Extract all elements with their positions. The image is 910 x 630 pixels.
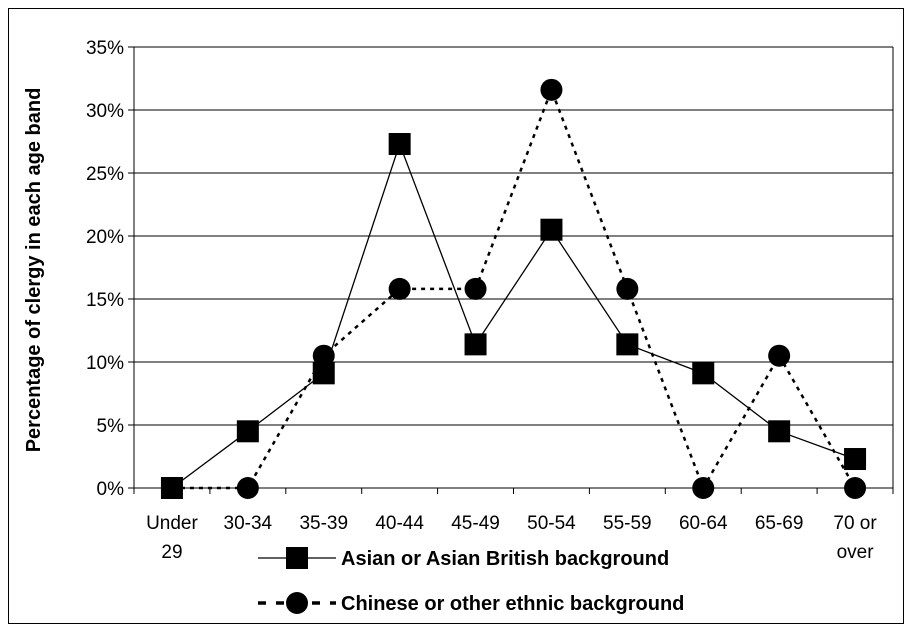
series-layer	[160, 78, 867, 499]
chart-frame	[8, 8, 904, 624]
circle-marker	[540, 78, 563, 101]
legend: Asian or Asian British background Chinese…	[258, 547, 684, 615]
series-line	[171, 142, 856, 489]
square-marker	[768, 420, 791, 443]
y-tick-label: 15%	[86, 290, 124, 311]
gridlines	[134, 46, 893, 426]
series-1	[160, 133, 867, 499]
x-tick-label: Under 29	[146, 513, 198, 563]
legend-label: Asian or Asian British background	[341, 548, 669, 570]
y-tick-label: 10%	[86, 353, 124, 374]
x-tick-label: 40-44	[375, 513, 424, 534]
legend-marker	[286, 547, 308, 569]
square-marker	[844, 448, 867, 471]
circle-marker	[844, 477, 867, 499]
x-tick-label: 45-49	[451, 513, 500, 534]
square-marker	[160, 477, 183, 499]
square-marker	[312, 362, 335, 385]
square-marker	[464, 333, 487, 356]
circle-marker	[388, 277, 411, 300]
y-tick-label: 20%	[86, 227, 124, 248]
y-tick-label: 35%	[86, 38, 124, 59]
x-tick-label: 60-64	[679, 513, 728, 534]
legend-label: Chinese or other ethnic background	[341, 593, 684, 615]
y-tick-label: 0%	[97, 479, 125, 500]
series-line	[171, 86, 857, 491]
circle-marker	[464, 277, 487, 300]
x-tick-label: 35-39	[299, 513, 348, 534]
square-marker	[616, 333, 639, 356]
y-axis-label: Percentage of clergy in each age band	[23, 88, 45, 453]
legend-marker	[286, 592, 308, 614]
square-marker	[236, 420, 259, 443]
circle-marker	[692, 477, 715, 499]
x-tick-labels: Under 29 30-34 35-39 40-44 45-49 50-54 55-59 60-…	[146, 513, 877, 563]
y-tick-label: 30%	[86, 101, 124, 122]
x-tick-label: 30-34	[224, 513, 273, 534]
square-marker	[540, 218, 563, 241]
y-tick-label: 5%	[97, 416, 125, 437]
circle-marker	[616, 277, 639, 300]
series-2	[160, 78, 867, 499]
legend-entry: Asian or Asian British background	[258, 547, 669, 570]
square-marker	[388, 133, 411, 156]
legend-entry: Chinese or other ethnic background	[258, 592, 684, 615]
circle-marker	[236, 477, 259, 499]
x-tick-label: 55-59	[603, 513, 652, 534]
axes	[128, 46, 894, 494]
x-tick-label: 65-69	[755, 513, 804, 534]
y-tick-labels: 0% 5% 10% 15% 20% 25% 30% 35%	[86, 38, 124, 500]
x-tick-label: 50-54	[527, 513, 576, 534]
x-tick-label: 70 or over	[833, 513, 877, 563]
y-tick-label: 25%	[86, 164, 124, 185]
circle-marker	[312, 344, 335, 367]
circle-marker	[768, 344, 791, 367]
square-marker	[692, 362, 715, 385]
